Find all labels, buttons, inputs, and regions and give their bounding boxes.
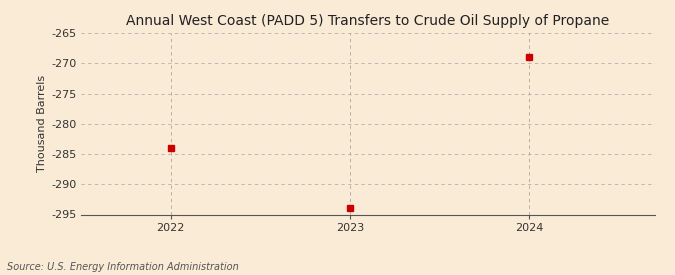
Text: Source: U.S. Energy Information Administration: Source: U.S. Energy Information Administ…: [7, 262, 238, 272]
Y-axis label: Thousand Barrels: Thousand Barrels: [37, 75, 47, 172]
Title: Annual West Coast (PADD 5) Transfers to Crude Oil Supply of Propane: Annual West Coast (PADD 5) Transfers to …: [126, 14, 610, 28]
